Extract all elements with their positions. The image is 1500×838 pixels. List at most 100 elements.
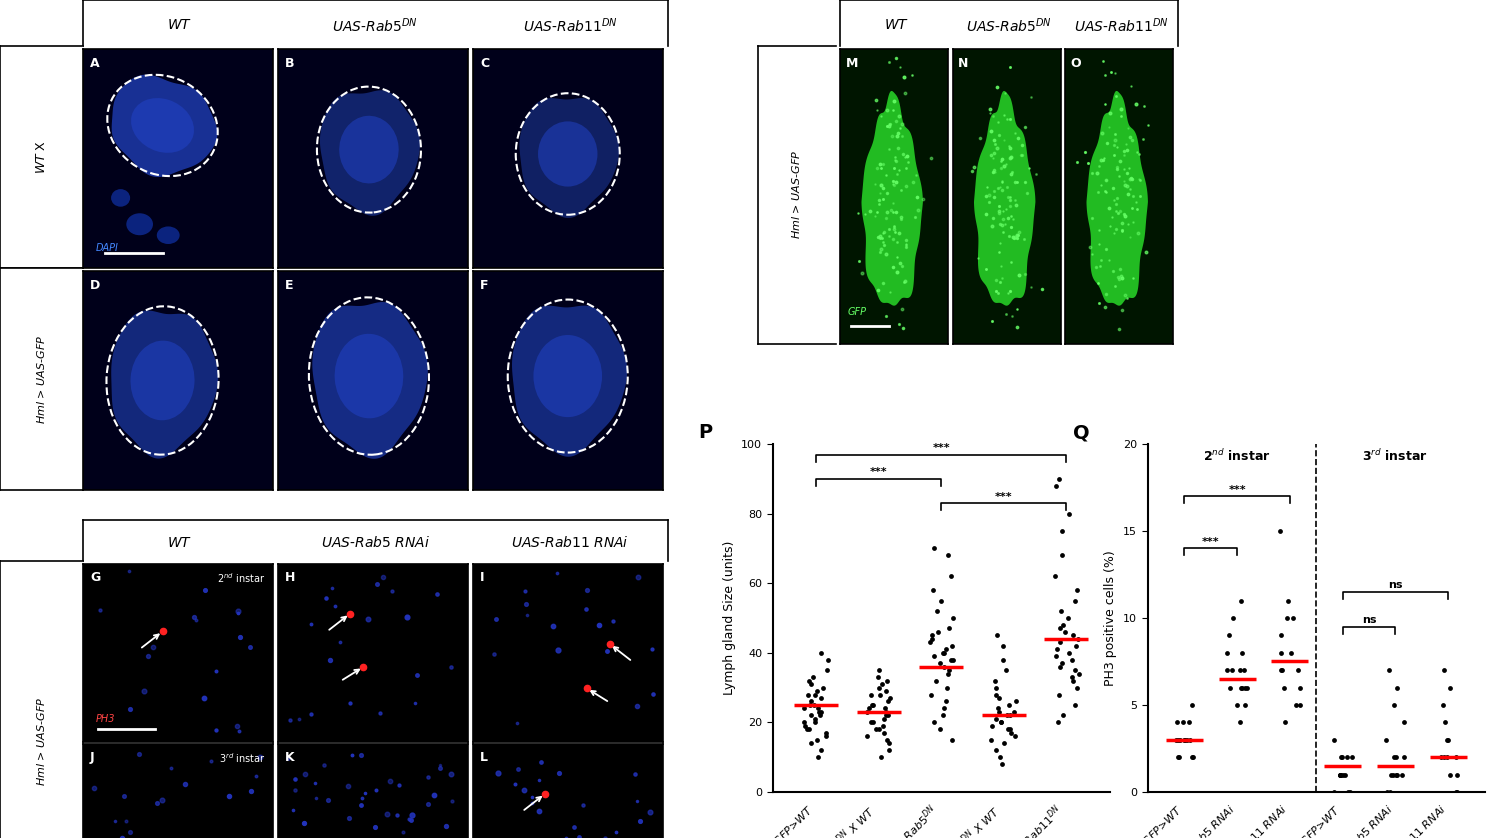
Point [802,712,826,726]
Point [808,691,832,705]
Point [1272,680,1296,694]
Point [996,722,1020,736]
Point [936,680,960,694]
Point [1065,583,1089,597]
Polygon shape [519,98,620,218]
Point [792,701,816,715]
Point [933,660,957,674]
Point [873,685,897,698]
Point [1066,667,1090,680]
Point [1392,716,1416,729]
Point [1226,698,1250,711]
Point [1215,646,1239,660]
Ellipse shape [130,340,195,421]
Point [1341,751,1365,764]
Point [868,688,892,701]
Point [928,594,952,608]
Text: $\mathit{WT}$: $\mathit{WT}$ [168,535,192,550]
Point [1060,670,1084,684]
Point [1047,473,1071,486]
Text: ***: *** [1228,484,1246,494]
Point [1436,733,1460,747]
Point [987,691,1011,705]
Polygon shape [512,306,627,457]
Point [932,709,956,722]
Point [1438,768,1462,781]
Point [921,716,945,729]
Point [921,649,945,663]
Text: N: N [958,58,969,70]
Point [940,612,964,625]
Text: A: A [90,57,99,70]
Point [1173,733,1197,747]
Point [856,701,880,715]
Point [992,737,1016,750]
Point [873,706,897,719]
Text: 3$^{rd}$ instar: 3$^{rd}$ instar [219,751,266,765]
Point [1046,643,1070,656]
Text: $\mathit{WT}$: $\mathit{WT}$ [168,18,192,33]
Point [859,698,883,711]
Point [861,716,885,729]
Point [868,751,892,764]
Point [933,701,957,715]
Point [999,709,1023,722]
Point [812,680,836,694]
Point [798,709,822,722]
Polygon shape [312,302,428,458]
Point [1059,653,1083,666]
Point [1233,680,1257,694]
Point [1438,680,1462,694]
Point [1174,733,1198,747]
Point [1384,751,1408,764]
Point [798,674,822,687]
Point [1050,549,1074,562]
Point [936,664,960,677]
Text: 3$^{rd}$ instar: 3$^{rd}$ instar [1362,447,1428,463]
Point [1434,751,1458,764]
Point [878,691,902,705]
Point [934,695,958,708]
Point [986,701,1010,715]
Point [1380,768,1404,781]
Point [936,549,960,562]
Point [1230,680,1254,694]
Ellipse shape [111,189,130,207]
Text: J: J [90,751,94,764]
Text: $\mathit{Hml}$ > $\mathit{UAS}$-$\mathit{GFP}$: $\mathit{Hml}$ > $\mathit{UAS}$-$\mathit… [36,697,48,786]
Point [1164,733,1188,747]
Point [798,698,822,711]
Point [815,726,839,739]
Point [1377,785,1401,799]
Point [815,664,839,677]
Point [984,743,1008,757]
Point [1432,664,1456,677]
Point [801,670,825,684]
Text: ns: ns [1362,615,1376,625]
Text: F: F [480,279,489,292]
Text: E: E [285,279,294,292]
Point [920,632,944,645]
Point [876,737,900,750]
Point [1334,768,1358,781]
Point [1004,695,1028,708]
Point [1323,785,1347,799]
Polygon shape [111,75,218,177]
Point [1432,716,1456,729]
Point [1180,751,1204,764]
Ellipse shape [130,98,194,153]
Point [1329,751,1353,764]
Point [984,680,1008,694]
Point [920,628,944,642]
Point [806,685,830,698]
Text: $\mathit{UAS}$-$\mathit{Rab11}^{DN}$: $\mathit{UAS}$-$\mathit{Rab11}^{DN}$ [522,16,618,34]
Point [1436,733,1460,747]
Point [994,709,1018,722]
Point [928,722,952,736]
Polygon shape [974,91,1035,306]
Text: PH3: PH3 [96,714,116,724]
Point [1280,646,1304,660]
Point [934,643,958,656]
Point [1444,785,1468,799]
Point [940,733,964,747]
